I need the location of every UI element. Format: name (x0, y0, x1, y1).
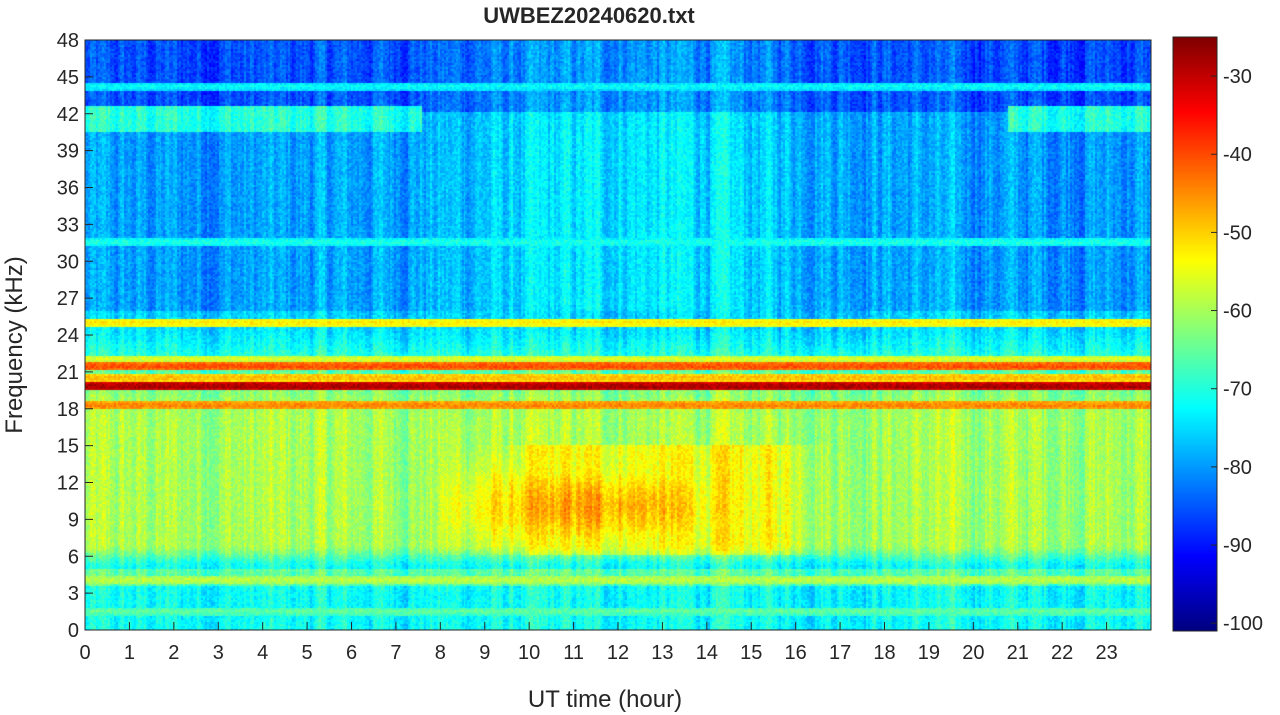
x-tick-label: 14 (696, 642, 718, 664)
x-axis-ticks: 0 1 2 3 4 5 6 7 8 9 10 11 12 13 14 15 16 17 18 19 20 21 22 23 (79, 622, 1118, 664)
chart-title: UWBEZ20240620.txt (483, 3, 695, 28)
x-tick-label: 3 (213, 642, 224, 664)
y-tick-label: 39 (57, 141, 79, 163)
y-tick-label: 27 (57, 288, 79, 310)
x-tick-label: 10 (518, 642, 540, 664)
colorbar-tick-label: -30 (1223, 66, 1252, 88)
colorbar-tick-label: -40 (1223, 144, 1252, 166)
y-tick-label: 42 (57, 104, 79, 126)
y-tick-label: 0 (68, 620, 79, 642)
x-tick-label: 8 (435, 642, 446, 664)
colorbar-tick-label: -80 (1223, 457, 1252, 479)
y-tick-label: 48 (57, 30, 79, 52)
x-tick-label: 0 (79, 642, 90, 664)
x-tick-label: 23 (1095, 642, 1117, 664)
plot-area (84, 39, 1152, 631)
y-tick-label: 45 (57, 67, 79, 89)
colorbar-tick-label: -70 (1223, 379, 1252, 401)
colorbar-frame (1172, 36, 1218, 632)
y-tick-label: 3 (68, 583, 79, 605)
y-tick-label: 15 (57, 436, 79, 458)
heatmap-image (85, 40, 1151, 630)
x-tick-label: 21 (1007, 642, 1029, 664)
x-tick-label: 18 (873, 642, 895, 664)
x-tick-label: 9 (479, 642, 490, 664)
y-tick-label: 21 (57, 362, 79, 384)
colorbar-tick-label: -90 (1223, 535, 1252, 557)
y-tick-label: 9 (68, 509, 79, 531)
x-tick-label: 2 (168, 642, 179, 664)
x-tick-label: 15 (740, 642, 762, 664)
x-tick-label: 13 (651, 642, 673, 664)
x-tick-label: 7 (390, 642, 401, 664)
y-axis-label: Frequency (kHz) (1, 256, 28, 433)
colorbar: -100 -90 -80 -70 -60 -50 -40 -30 (1172, 36, 1263, 635)
y-tick-label: 12 (57, 473, 79, 495)
y-tick-label: 18 (57, 399, 79, 421)
x-tick-label: 4 (257, 642, 268, 664)
x-tick-label: 22 (1051, 642, 1073, 664)
colorbar-tick-label: -60 (1223, 301, 1252, 323)
x-axis-label: UT time (hour) (528, 686, 682, 713)
y-tick-label: 33 (57, 214, 79, 236)
colorbar-tick-label: -50 (1223, 222, 1252, 244)
x-tick-label: 1 (124, 642, 135, 664)
y-tick-label: 6 (68, 546, 79, 568)
x-tick-label: 11 (563, 642, 584, 664)
x-tick-label: 17 (829, 642, 851, 664)
x-tick-label: 12 (607, 642, 629, 664)
x-tick-label: 6 (346, 642, 357, 664)
y-tick-label: 24 (57, 325, 79, 347)
y-tick-label: 36 (57, 178, 79, 200)
x-tick-label: 5 (302, 642, 313, 664)
x-tick-label: 16 (785, 642, 807, 664)
x-tick-label: 19 (918, 642, 940, 664)
colorbar-tick-label: -100 (1223, 613, 1263, 635)
y-tick-label: 30 (57, 251, 79, 273)
x-tick-label: 20 (962, 642, 984, 664)
colorbar-ticks: -100 -90 -80 -70 -60 -50 -40 -30 (1211, 66, 1263, 635)
colorbar-gradient (1173, 37, 1217, 631)
